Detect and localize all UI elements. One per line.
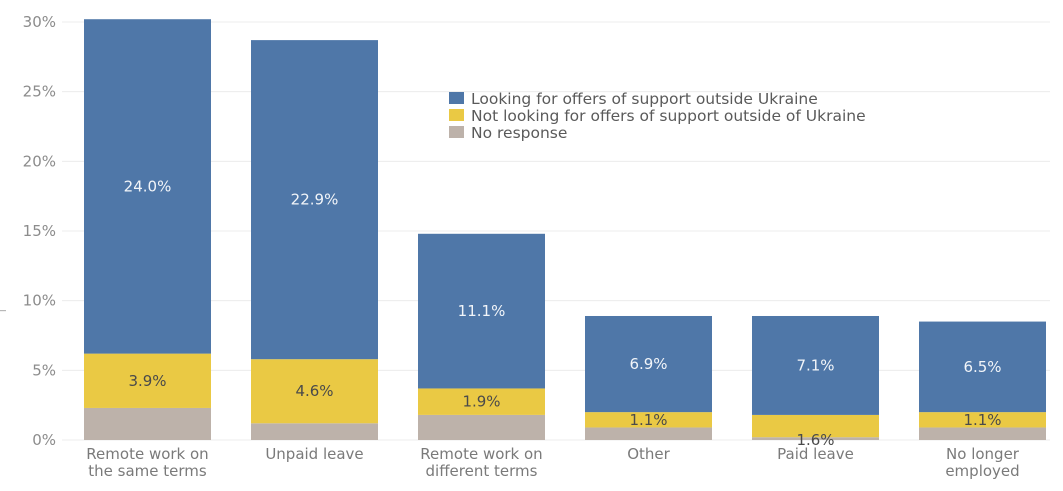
y-tick-label: 15% bbox=[23, 222, 56, 240]
bar-segment bbox=[585, 427, 712, 440]
bar-segment bbox=[418, 233, 545, 389]
bar-segment bbox=[752, 437, 879, 440]
legend: Looking for offers of support outside Uk… bbox=[449, 90, 866, 142]
data-label: 1.1% bbox=[629, 411, 667, 429]
bar-segment bbox=[251, 40, 378, 360]
bar-segment bbox=[251, 423, 378, 440]
data-label: 4.6% bbox=[295, 382, 333, 400]
data-label: 24.0% bbox=[124, 177, 172, 195]
bar-segment bbox=[585, 412, 712, 428]
bar-segment bbox=[418, 414, 545, 440]
data-label: 1.9% bbox=[462, 393, 500, 411]
legend-label: Not looking for offers of support outsid… bbox=[471, 107, 866, 125]
data-label: 6.5% bbox=[963, 358, 1001, 376]
y-tick-label: 5% bbox=[32, 361, 56, 379]
legend-label: No response bbox=[471, 124, 567, 142]
x-tick-label: employed bbox=[945, 462, 1019, 480]
x-tick-label: the same terms bbox=[88, 462, 207, 480]
x-tick-label: No longer bbox=[946, 445, 1020, 463]
data-label: 11.1% bbox=[458, 302, 506, 320]
bar-segment bbox=[84, 353, 211, 408]
x-tick-label: Unpaid leave bbox=[265, 445, 363, 463]
data-label: 7.1% bbox=[796, 356, 834, 374]
bar-segment bbox=[251, 359, 378, 424]
y-tick-label: 10% bbox=[23, 292, 56, 310]
y-tick-label: 30% bbox=[23, 13, 56, 31]
bar-segment bbox=[752, 414, 879, 438]
legend-label: Looking for offers of support outside Uk… bbox=[471, 90, 818, 108]
x-tick-label: different terms bbox=[426, 462, 538, 480]
legend-swatch bbox=[449, 109, 464, 121]
legend-swatch bbox=[449, 126, 464, 138]
data-label: 1.1% bbox=[963, 411, 1001, 429]
bar-segment bbox=[585, 315, 712, 413]
data-label: 1.6% bbox=[796, 431, 834, 449]
y-tick-label: 0% bbox=[32, 431, 56, 449]
y-axis: 0% 5% 10% 15% 20% 25% 30% bbox=[0, 13, 56, 449]
x-tick-label: Paid leave bbox=[777, 445, 854, 463]
data-label: 6.9% bbox=[629, 355, 667, 373]
data-label: 22.9% bbox=[291, 191, 339, 209]
bar-segment bbox=[752, 315, 879, 415]
x-tick-label: Remote work on bbox=[86, 445, 208, 463]
x-tick-label: Remote work on bbox=[420, 445, 542, 463]
data-label: 3.9% bbox=[128, 372, 166, 390]
bar-segment bbox=[919, 321, 1046, 413]
bar-segment bbox=[919, 412, 1046, 428]
x-tick-label: Other bbox=[627, 445, 670, 463]
bars: 3.9% 24.0% 4.6% 22.9% 1.9% 11.1% 1.1% 6.9% 1.6% 7… bbox=[84, 19, 1046, 449]
y-tick-label: 20% bbox=[23, 152, 56, 170]
y-tick-label: 25% bbox=[23, 83, 56, 101]
bar-segment bbox=[919, 427, 1046, 440]
bar-segment bbox=[84, 19, 211, 354]
gridlines bbox=[62, 21, 1050, 441]
legend-swatch bbox=[449, 92, 464, 104]
bar-segment bbox=[84, 407, 211, 440]
bar-segment bbox=[418, 388, 545, 415]
